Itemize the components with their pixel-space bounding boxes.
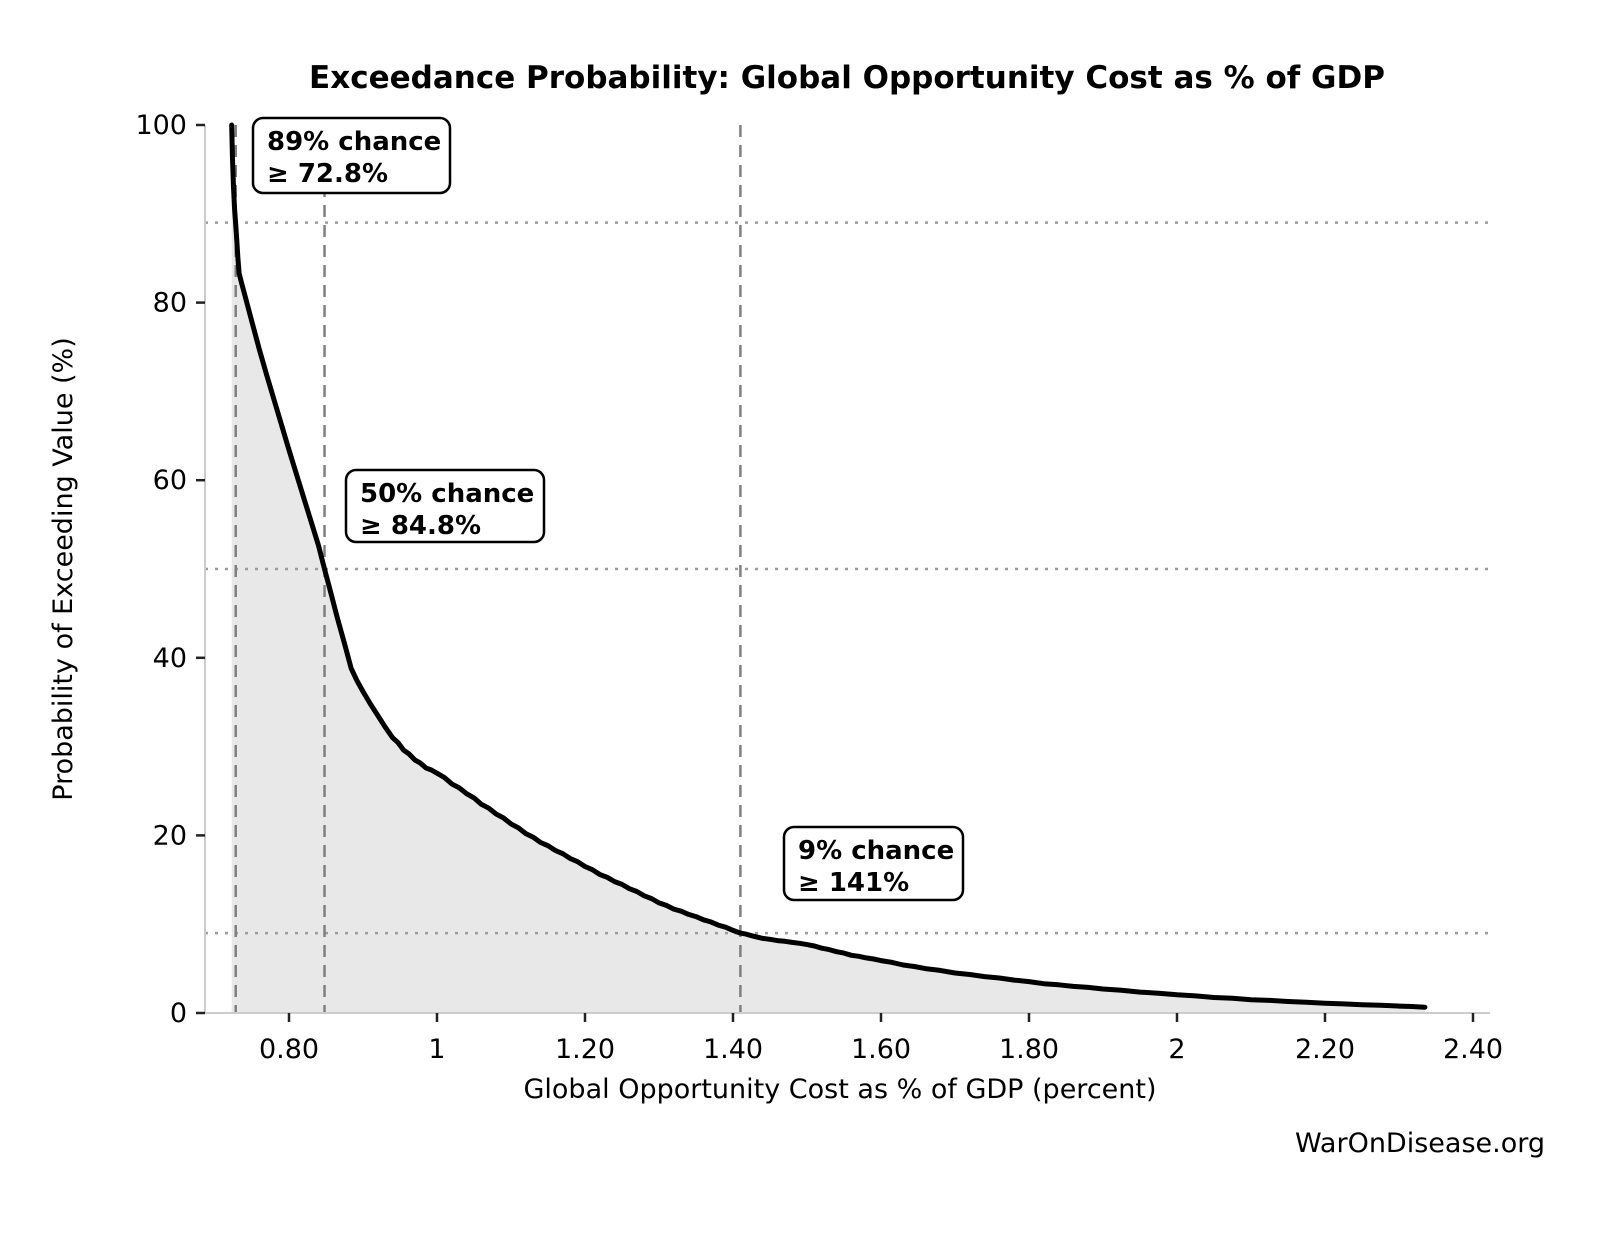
x-tick-label: 1.60 — [851, 1034, 911, 1065]
x-tick-label: 2.20 — [1295, 1034, 1355, 1065]
x-tick-label: 1 — [428, 1034, 445, 1065]
y-tick-label: 0 — [170, 998, 187, 1029]
annotation-frame — [251, 116, 452, 195]
annotation-line1: 89% chance — [267, 127, 441, 157]
area-fill-layer — [231, 125, 1425, 1013]
annotation-line1: 50% chance — [360, 479, 534, 509]
annotation-line2: ≥ 141% — [798, 868, 909, 898]
axes-spines-layer — [204, 125, 1490, 1014]
watermark-text: WarOnDisease.org — [1295, 1128, 1545, 1159]
chart-title: Exceedance Probability: Global Opportuni… — [309, 60, 1385, 96]
y-tick-label: 100 — [135, 110, 187, 141]
x-tick-label: 2.40 — [1443, 1034, 1503, 1065]
annotation-line1: 9% chance — [798, 836, 954, 866]
annotation-box-2: 50% chance≥ 84.8% — [344, 468, 546, 544]
annotation-line2: ≥ 72.8% — [267, 159, 388, 189]
annotation-box-3: 9% chance≥ 141% — [782, 825, 965, 902]
curve-area-fill — [231, 125, 1425, 1013]
annotation-frame — [344, 468, 546, 544]
y-tick-label: 60 — [153, 465, 187, 496]
x-tick-label: 2 — [1168, 1034, 1185, 1065]
x-axis-label: Global Opportunity Cost as % of GDP (per… — [523, 1074, 1156, 1105]
guide-lines-layer — [205, 125, 1490, 1013]
x-tick-label: 0.80 — [259, 1034, 319, 1065]
annotations-layer: 89% chance≥ 72.8% 50% chance≥ 84.8% 9% cha… — [251, 116, 965, 902]
x-tick-label: 1.80 — [999, 1034, 1059, 1065]
ticks-layer: 0.80 1 1.20 1.40 1.60 1.80 2 2.20 2.40 0 20 40 60 80 1… — [135, 110, 1503, 1065]
annotation-line2: ≥ 84.8% — [360, 511, 481, 541]
exceedance-curve — [229, 122, 1428, 1010]
y-tick-label: 80 — [153, 288, 187, 319]
annotation-box-1: 89% chance≥ 72.8% — [251, 116, 452, 195]
y-tick-label: 20 — [153, 820, 187, 851]
y-axis-label: Probability of Exceeding Value (%) — [48, 337, 79, 800]
x-tick-label: 1.20 — [555, 1034, 615, 1065]
annotation-frame — [782, 825, 965, 902]
y-tick-label: 40 — [153, 643, 187, 674]
x-tick-label: 1.40 — [703, 1034, 763, 1065]
curve-layer — [229, 122, 1428, 1010]
